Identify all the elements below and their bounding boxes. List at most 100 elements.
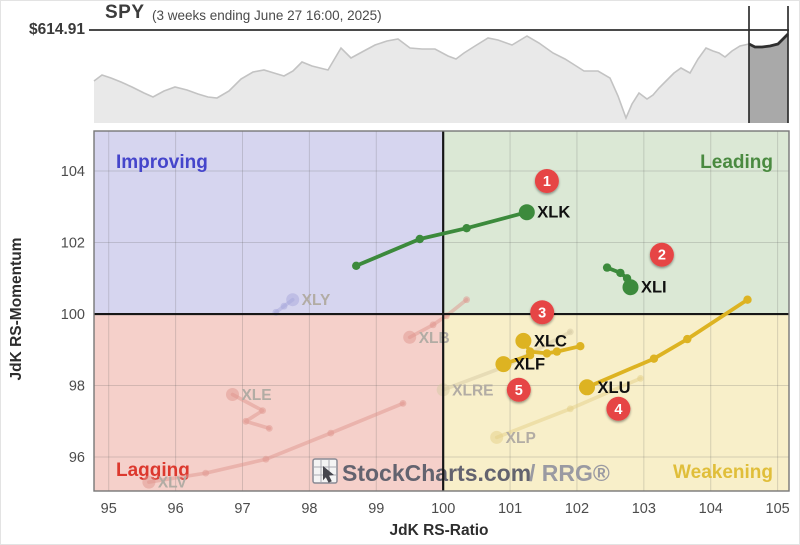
head-dot-XLC <box>515 332 532 349</box>
tail-dot-XLB <box>429 321 437 329</box>
y-tick-100: 100 <box>61 307 85 323</box>
x-axis-title: JdK RS-Ratio <box>389 522 489 539</box>
y-tick-104: 104 <box>61 164 85 180</box>
center-dividers <box>94 131 789 491</box>
sector-tail-XLE <box>230 392 272 431</box>
sector-XLK: XLK <box>352 204 570 270</box>
tail-dot-XLC <box>552 347 562 356</box>
tail-dot-XLU <box>683 334 692 344</box>
tail-dot-XLP <box>637 375 644 382</box>
head-dot-XLB <box>403 330 417 344</box>
spy-sparkline <box>89 6 789 123</box>
tail-dot-XLP <box>566 405 574 413</box>
spy-highlight-line <box>748 33 789 49</box>
watermark-text-dark: StockCharts.com <box>342 460 531 486</box>
spy-highlight-area <box>749 34 788 123</box>
sector-XLC: XLC <box>515 332 585 358</box>
quadrant-labels: Improving Leading Lagging Weakening <box>116 152 773 483</box>
x-tick-102: 102 <box>565 501 589 517</box>
tail-dot-XLE <box>242 417 250 425</box>
sector-tail-XLB <box>407 297 469 340</box>
sector-label-XLB: XLB <box>419 330 450 347</box>
axis-ticks: 95 96 97 98 99 100 101 102 103 104 105 96 98 100 102 10… <box>61 164 790 517</box>
tail-dot-XLU <box>649 354 659 363</box>
x-tick-100: 100 <box>431 501 455 517</box>
sector-label-XLC: XLC <box>534 332 567 350</box>
tail-dot-XLU <box>743 295 752 304</box>
x-tick-98: 98 <box>301 501 317 517</box>
x-tick-101: 101 <box>498 501 522 517</box>
tail-dot-XLE <box>259 407 266 414</box>
tail-dot-XLRE <box>566 328 574 336</box>
badge-2: 2 <box>649 242 674 267</box>
badge-circle-2 <box>649 242 674 267</box>
quadrant-lagging <box>94 314 444 491</box>
tail-dot-XLF <box>525 351 535 360</box>
head-dot-XLY <box>286 293 300 307</box>
x-tick-103: 103 <box>632 501 656 517</box>
tail-dot-XLB <box>463 296 470 304</box>
tail-dot-XLK <box>352 261 361 270</box>
tail-dot-XLV <box>327 429 335 437</box>
badge-number-4: 4 <box>614 402 622 418</box>
tail-dot-XLY <box>280 302 288 310</box>
tail-dot-XLK <box>415 234 424 244</box>
spy-symbol: SPY <box>105 2 145 23</box>
spy-area <box>94 36 749 123</box>
badge-number-2: 2 <box>658 248 666 264</box>
head-dot-XLI <box>622 279 639 296</box>
x-tick-105: 105 <box>766 501 790 517</box>
badge-1: 1 <box>534 169 559 193</box>
sector-tail-XLK <box>354 210 529 268</box>
tail-dot-XLK <box>462 224 471 233</box>
sector-label-XLV: XLV <box>158 475 188 492</box>
badge-number-5: 5 <box>515 383 523 399</box>
tail-dot-XLI <box>616 268 625 278</box>
quadrants <box>94 131 789 491</box>
sector-label-XLE: XLE <box>241 387 271 404</box>
x-tick-96: 96 <box>168 501 184 517</box>
tail-dot-XLV <box>202 469 210 477</box>
sector-XLE: XLE <box>226 387 273 432</box>
gridlines <box>94 131 789 491</box>
badge-circle-3 <box>530 300 555 325</box>
cursor-arrow-icon <box>323 466 334 483</box>
badge-circle-5 <box>506 377 531 402</box>
quadrant-label-lagging: Lagging <box>116 460 190 481</box>
sector-XLB: XLB <box>403 296 470 347</box>
badge-circle-1 <box>534 169 559 193</box>
watermark: StockCharts.com / RRG® <box>312 458 610 486</box>
x-tick-95: 95 <box>101 501 117 517</box>
head-dot-XLF <box>495 356 512 373</box>
spy-last-price: $614.91 <box>29 21 86 38</box>
quadrant-label-improving: Improving <box>116 152 208 173</box>
spy-line <box>93 35 750 121</box>
sector-label-XLY: XLY <box>302 292 331 309</box>
x-tick-99: 99 <box>368 501 384 517</box>
sector-tail-XLU <box>585 297 750 390</box>
y-tick-96: 96 <box>69 450 85 466</box>
sector-label-XLF: XLF <box>514 356 545 374</box>
y-tick-102: 102 <box>61 236 85 252</box>
tail-dot-XLV <box>399 400 407 407</box>
badge-circle-4 <box>606 396 631 421</box>
head-dot-XLU <box>579 379 595 396</box>
quadrant-label-weakening: Weakening <box>673 462 773 483</box>
head-dot-XLE <box>226 388 239 401</box>
x-tick-97: 97 <box>234 501 250 517</box>
sector-label-XLP: XLP <box>506 430 536 447</box>
sector-label-XLK: XLK <box>537 204 570 222</box>
active-sectors: XLK XLI XLU XLC XLF <box>352 204 752 397</box>
quadrant-label-leading: Leading <box>700 152 773 173</box>
head-dot-XLK <box>518 204 535 221</box>
sector-XLU: XLU <box>579 295 752 397</box>
y-axis-title: JdK RS-Momentum <box>8 237 25 381</box>
quadrant-leading <box>443 131 789 315</box>
tail-dot-XLE <box>265 425 273 432</box>
y-tick-98: 98 <box>69 379 85 395</box>
sector-XLV: XLV <box>142 400 407 492</box>
sector-XLP: XLP <box>490 375 644 447</box>
x-tick-104: 104 <box>699 501 723 517</box>
